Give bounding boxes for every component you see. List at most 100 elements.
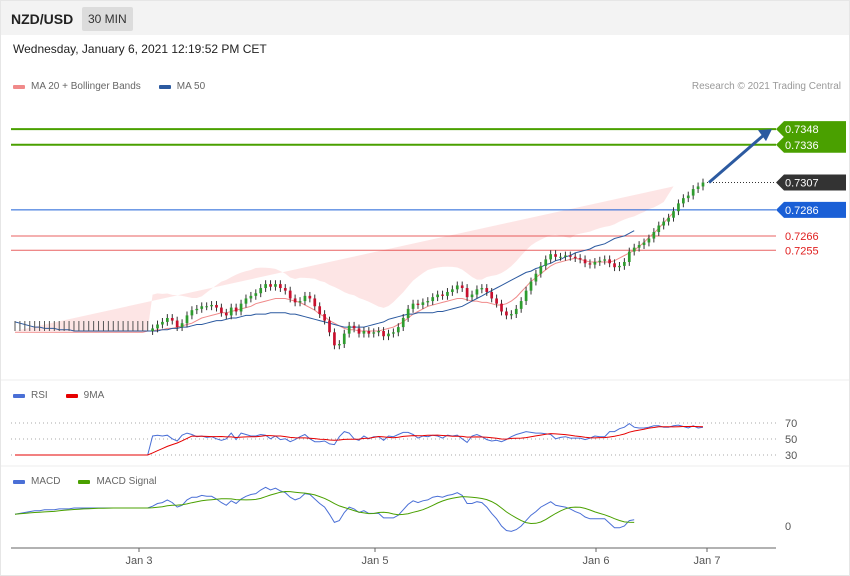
- candle: [691, 185, 695, 200]
- candle-body: [411, 303, 415, 309]
- candle: [509, 310, 513, 320]
- candle: [681, 194, 685, 208]
- candle-body: [431, 297, 435, 302]
- candle: [161, 317, 164, 329]
- candle-body: [205, 306, 209, 308]
- candle: [583, 255, 587, 268]
- candle: [347, 321, 351, 338]
- candle: [352, 321, 356, 333]
- candle-body: [618, 265, 621, 268]
- candle: [190, 306, 194, 320]
- candle-body: [175, 320, 179, 328]
- candle: [372, 328, 376, 338]
- candle-body: [269, 284, 272, 287]
- candle-body: [357, 328, 361, 334]
- candle: [431, 293, 435, 305]
- candle: [175, 316, 179, 332]
- level-label-0.7336: 0.7336: [785, 140, 819, 152]
- candle: [672, 207, 675, 222]
- candle-body: [190, 310, 194, 316]
- candle: [254, 289, 258, 300]
- candle: [303, 291, 307, 305]
- candle: [480, 284, 484, 294]
- candle: [200, 302, 204, 313]
- candle: [470, 290, 474, 302]
- candle: [446, 288, 449, 300]
- level-label-0.7307: 0.7307: [785, 178, 819, 190]
- candle-body: [165, 317, 169, 322]
- candle: [377, 327, 381, 337]
- candle: [632, 243, 636, 256]
- candle: [362, 327, 366, 338]
- candle: [460, 281, 464, 292]
- candle-body: [559, 256, 562, 258]
- candle: [421, 298, 425, 309]
- candle-body: [691, 189, 695, 196]
- candle-body: [392, 332, 395, 334]
- candle-body: [259, 288, 263, 294]
- candle: [220, 303, 223, 317]
- ma50-swatch: [158, 84, 171, 89]
- candle-body: [308, 295, 312, 299]
- candle: [323, 310, 326, 325]
- candle: [411, 299, 415, 313]
- macd-signal-line: [14, 490, 635, 525]
- x-tick-label: Jan 6: [583, 555, 610, 567]
- candle: [288, 286, 292, 303]
- candle-body: [328, 320, 331, 333]
- candle: [662, 217, 666, 230]
- candle-body: [475, 289, 479, 295]
- candle: [195, 304, 199, 315]
- level-label-0.7255: 0.7255: [785, 245, 819, 257]
- candle-body: [244, 298, 248, 304]
- candle-body: [681, 198, 685, 204]
- timeframe-badge[interactable]: 30 MIN: [82, 7, 133, 31]
- rsi-panel: 70 50 30: [11, 418, 797, 462]
- candle: [524, 286, 528, 305]
- candle-body: [568, 255, 572, 257]
- macd-panel: 0: [14, 486, 791, 533]
- candle-body: [254, 293, 258, 296]
- candle: [401, 314, 405, 332]
- candle-body: [347, 325, 351, 334]
- candle-body: [234, 307, 238, 312]
- candle-body: [195, 308, 199, 311]
- candle: [598, 256, 602, 266]
- candle-body: [161, 321, 164, 325]
- candle-body: [662, 221, 666, 226]
- level-tag-0.7286: [776, 201, 846, 218]
- candle-body: [151, 328, 154, 332]
- candle: [165, 314, 169, 326]
- candle: [667, 213, 670, 226]
- macd-signal-legend-label: MACD Signal: [96, 476, 157, 487]
- candle-body: [701, 182, 705, 187]
- candle: [239, 299, 243, 316]
- candle: [677, 199, 680, 216]
- candle-body: [613, 263, 616, 268]
- main-legend: MA 20 + Bollinger Bands MA 50: [13, 81, 205, 92]
- candle-body: [495, 298, 498, 304]
- instrument-symbol: NZD/USD: [11, 11, 74, 27]
- candle-body: [337, 344, 341, 346]
- candle-body: [377, 331, 381, 333]
- rsi-ma-line: [15, 425, 704, 456]
- candle: [259, 284, 263, 298]
- candle-body: [396, 327, 400, 333]
- candle-body: [593, 261, 597, 265]
- candle: [210, 301, 213, 311]
- candle-body: [554, 254, 557, 257]
- candle-body: [156, 324, 159, 329]
- candle-body: [200, 306, 204, 309]
- candle: [490, 288, 494, 303]
- candle: [436, 290, 439, 302]
- candle-body: [264, 284, 267, 289]
- candle-body: [426, 301, 430, 303]
- candle: [293, 294, 297, 307]
- candle-body: [485, 288, 489, 292]
- ma50-legend-label: MA 50: [176, 81, 206, 92]
- candle: [337, 340, 341, 350]
- macd-line: [14, 486, 635, 532]
- candle-body: [288, 290, 292, 299]
- candle: [642, 238, 646, 249]
